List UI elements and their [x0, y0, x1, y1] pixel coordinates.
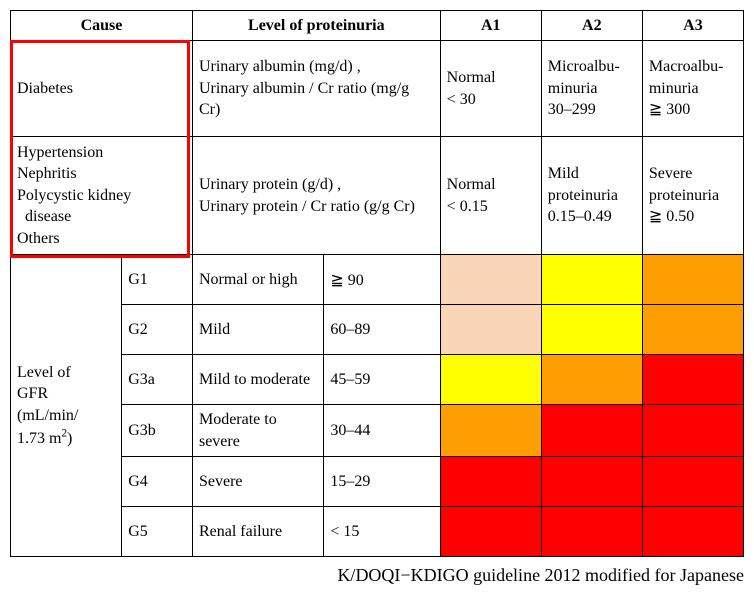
gfr-code-5: G5 [122, 507, 193, 557]
gfr-a3-4 [642, 457, 743, 507]
gfr-a2-0 [541, 255, 642, 305]
header-a1: A1 [440, 11, 541, 41]
gfr-label-text: Level ofGFR(mL/min/1.73 m2) [17, 364, 78, 447]
header-a3: A3 [642, 11, 743, 41]
caption: K/DOQI−KDIGO guideline 2012 modified for… [10, 565, 744, 586]
row-other-causes: HypertensionNephritisPolycystic kidney d… [11, 137, 744, 255]
gfr-a1-3 [440, 405, 541, 457]
header-cause: Cause [11, 11, 193, 41]
cell-a2-diabetes: Microalbu-minuria30–299 [541, 41, 642, 137]
gfr-range-4: 15–29 [324, 457, 440, 507]
cell-proteinuria-diabetes: Urinary albumin (mg/d) ,Urinary albumin … [192, 41, 440, 137]
row-diabetes: Diabetes Urinary albumin (mg/d) ,Urinary… [11, 41, 744, 137]
gfr-a3-0 [642, 255, 743, 305]
cell-a3-diabetes: Macroalbu-minuria≧ 300 [642, 41, 743, 137]
gfr-desc-4: Severe [192, 457, 323, 507]
gfr-code-1: G2 [122, 305, 193, 355]
gfr-a3-3 [642, 405, 743, 457]
gfr-a1-4 [440, 457, 541, 507]
gfr-a3-1 [642, 305, 743, 355]
header-a2: A2 [541, 11, 642, 41]
gfr-a2-4 [541, 457, 642, 507]
gfr-desc-1: Mild [192, 305, 323, 355]
gfr-code-0: G1 [122, 255, 193, 305]
header-proteinuria: Level of proteinuria [192, 11, 440, 41]
gfr-range-2: 45–59 [324, 355, 440, 405]
gfr-a1-1 [440, 305, 541, 355]
cell-a1-diabetes: Normal< 30 [440, 41, 541, 137]
gfr-code-3: G3b [122, 405, 193, 457]
gfr-a1-0 [440, 255, 541, 305]
cell-cause-diabetes: Diabetes [11, 41, 193, 137]
cell-a3-other: Severeproteinuria≧ 0.50 [642, 137, 743, 255]
gfr-range-3: 30–44 [324, 405, 440, 457]
gfr-code-2: G3a [122, 355, 193, 405]
gfr-range-5: < 15 [324, 507, 440, 557]
table-wrap: Cause Level of proteinuria A1 A2 A3 Diab… [10, 10, 744, 557]
gfr-row-g1: Level ofGFR(mL/min/1.73 m2) G1 Normal or… [11, 255, 744, 305]
gfr-a3-5 [642, 507, 743, 557]
gfr-desc-5: Renal failure [192, 507, 323, 557]
gfr-desc-0: Normal or high [192, 255, 323, 305]
gfr-code-4: G4 [122, 457, 193, 507]
gfr-a2-5 [541, 507, 642, 557]
gfr-range-0: ≧ 90 [324, 255, 440, 305]
header-row: Cause Level of proteinuria A1 A2 A3 [11, 11, 744, 41]
gfr-desc-3: Moderate to severe [192, 405, 323, 457]
gfr-a2-2 [541, 355, 642, 405]
gfr-a1-2 [440, 355, 541, 405]
gfr-a1-5 [440, 507, 541, 557]
gfr-desc-2: Mild to moderate [192, 355, 323, 405]
cell-a2-other: Mildproteinuria0.15–0.49 [541, 137, 642, 255]
ckd-classification-table: Cause Level of proteinuria A1 A2 A3 Diab… [10, 10, 744, 557]
cell-cause-other: HypertensionNephritisPolycystic kidney d… [11, 137, 193, 255]
cell-proteinuria-other: Urinary protein (g/d) ,Urinary protein /… [192, 137, 440, 255]
gfr-a2-3 [541, 405, 642, 457]
gfr-a2-1 [541, 305, 642, 355]
gfr-label: Level ofGFR(mL/min/1.73 m2) [11, 255, 122, 557]
gfr-a3-2 [642, 355, 743, 405]
gfr-range-1: 60–89 [324, 305, 440, 355]
cell-a1-other: Normal< 0.15 [440, 137, 541, 255]
